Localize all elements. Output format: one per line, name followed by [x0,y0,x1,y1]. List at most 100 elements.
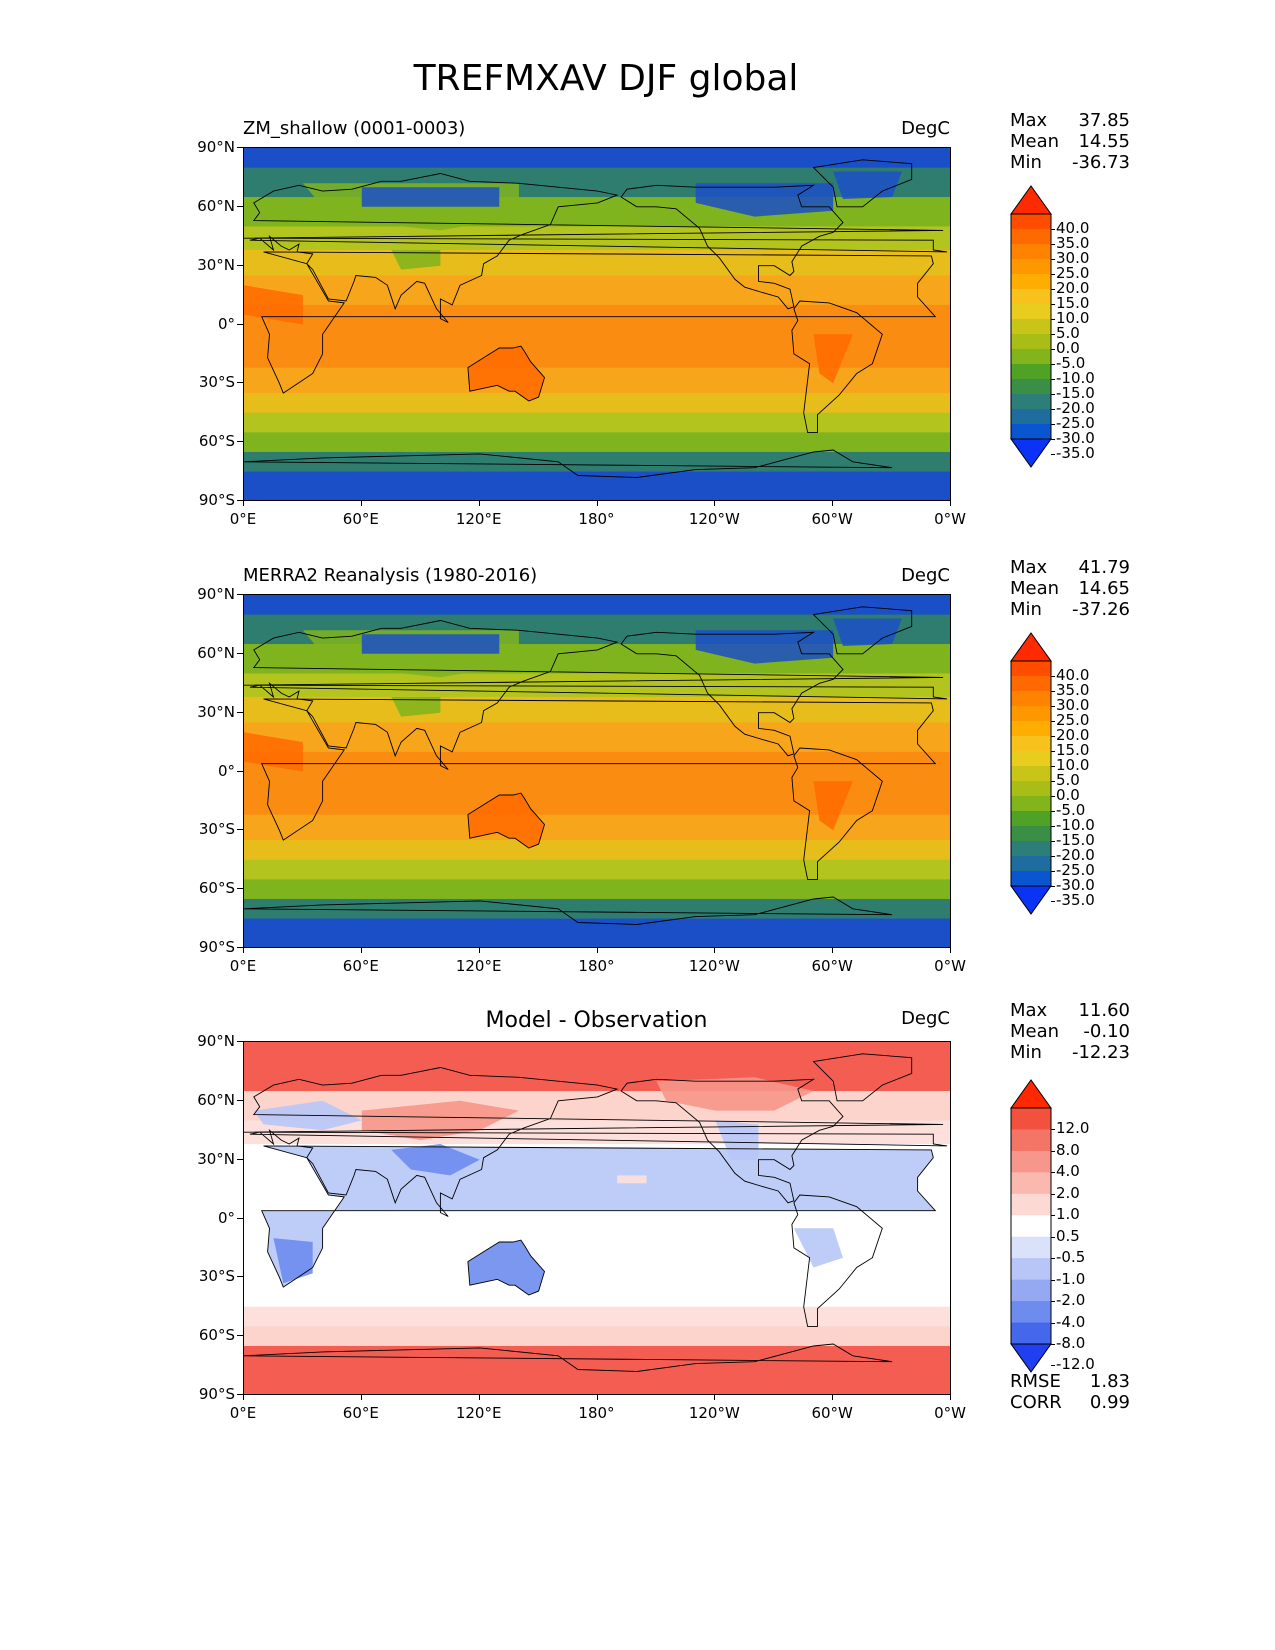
lat-tick-mark [237,652,243,654]
colorbar-tick [1051,841,1055,842]
colorbar-segment [1011,274,1051,290]
colorbar-label: 5.0 [1056,324,1080,342]
coastline-antarctica [244,896,893,925]
stat-min-value: -36.73 [1071,152,1130,173]
lat-tick-label: 30°S [198,373,235,392]
colorbar-segment [1011,691,1051,707]
colorbar-label: -12.0 [1056,1355,1095,1374]
lon-tick-mark [714,1394,716,1400]
colorbar-tick [1051,1279,1055,1281]
colorbar-label: 0.0 [1056,786,1080,804]
climate-region [361,187,500,207]
panel-center-title: Model - Observation [485,1008,708,1033]
colorbar-segment [1011,856,1051,872]
panel-units: DegC [901,1008,950,1029]
lat-tick-mark [237,829,243,831]
field-band [244,840,950,861]
colorbar-label: -10.0 [1056,816,1095,834]
colorbar-tick [1051,706,1055,707]
panel-left-title: MERRA2 Reanalysis (1980-2016) [243,565,538,586]
lon-tick-mark [360,500,362,506]
map-field [244,148,950,500]
field-band [244,814,950,841]
colorbar-segment [1011,826,1051,842]
coastline-eurasia [244,173,948,323]
field-band [244,1345,950,1367]
anomaly-region [715,1120,759,1160]
colorbar-label: -8.0 [1056,1334,1086,1352]
panel-left-title: ZM_shallow (0001-0003) [243,118,466,139]
colorbar-segment [1011,334,1051,350]
colorbar-label: 30.0 [1056,696,1090,714]
field-band [244,148,950,169]
map-panel[interactable] [243,147,951,501]
stat-max-value: 11.60 [1078,1000,1130,1021]
colorbar-segment [1011,1172,1051,1195]
colorbar-label: 8.0 [1056,1140,1080,1159]
colorbar-tick [1051,901,1055,902]
colorbar-tick [1051,364,1055,365]
lat-tick-label: 0° [217,314,235,333]
colorbar-label: 25.0 [1056,264,1090,282]
lon-tick-label: 0°E [229,957,257,975]
colorbar-tick [1051,781,1055,782]
coastline-greenland [812,606,913,655]
colorbar-label: 10.0 [1056,756,1090,774]
lon-tick-mark [478,947,480,953]
map-panel[interactable] [243,594,951,948]
lon-tick-mark [714,947,716,953]
lon-tick-mark [950,500,951,506]
colorbar-tick [1051,811,1055,812]
map-panel[interactable] [243,1041,951,1395]
stat-min-value: -12.23 [1071,1042,1130,1063]
colorbar-segment [1011,259,1051,275]
colorbar-extend-max [1010,1079,1052,1109]
colorbar-segment [1011,706,1051,722]
stat-max-label: Max [1010,557,1048,578]
colorbar-label: 10.0 [1056,309,1090,327]
colorbar-tick [1051,424,1055,425]
anomaly-region [656,1077,814,1111]
field-band [244,1061,950,1092]
coastline-eurasia [244,1067,948,1217]
lon-tick-mark [596,1394,598,1400]
lat-tick-mark [237,147,243,148]
lon-tick-label: 0°W [934,510,966,528]
lon-tick-mark [243,500,244,506]
lat-tick-label: 90°N [197,585,235,603]
corr-label: CORR [1010,1392,1062,1413]
lat-tick-label: 90°S [198,938,235,956]
climate-region [244,732,303,772]
anomaly-region [793,1228,843,1268]
coastline-australia [467,792,546,849]
lon-tick-label: 120°W [688,1404,740,1422]
colorbar-tick [1051,244,1055,245]
corr-value: 0.99 [1089,1392,1130,1413]
lon-tick-mark [360,947,362,953]
lon-tick-mark [596,947,598,953]
lat-tick-mark [237,1158,243,1160]
lon-tick-mark [243,1394,244,1400]
colorbar-segment [1011,721,1051,737]
colorbar-tick [1051,229,1055,230]
climate-region [695,183,834,217]
field-band [244,275,950,306]
colorbar-label: 1.0 [1056,1205,1080,1224]
lat-tick-label: 30°S [198,820,235,839]
colorbar-extend-min [1010,438,1052,468]
coastline-samerica [791,1194,883,1327]
colorbar-label: 40.0 [1056,666,1090,684]
colorbar-segment [1011,841,1051,857]
lat-tick-mark [237,205,243,207]
coastline-namerica [620,184,844,310]
field-band [244,1306,950,1327]
colorbar-segment [1011,751,1051,767]
anomaly-region [391,1144,480,1176]
colorbar-tick [1051,379,1055,380]
stat-mean-label: Mean [1010,1021,1060,1042]
lat-tick-mark [237,711,243,713]
colorbar-segment [1011,1258,1051,1281]
colorbar-tick [1051,289,1055,290]
colorbar-extend-max [1010,632,1052,662]
lat-tick-mark [237,382,243,384]
